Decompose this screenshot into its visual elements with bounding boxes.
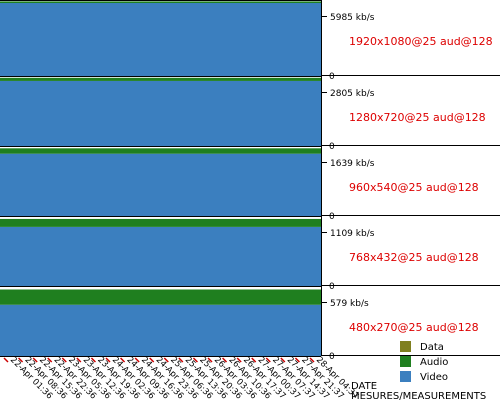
date-marker <box>32 357 38 363</box>
legend-swatch-audio <box>400 356 411 367</box>
date-marker <box>294 357 300 363</box>
panel-1-zero-label: 0 <box>329 72 335 82</box>
panel-5-zero-label: 0 <box>329 352 335 362</box>
date-marker <box>76 357 82 363</box>
date-marker <box>222 357 228 363</box>
date-marker <box>18 357 24 363</box>
panel-1-variant-label: 1920x1080@25 aud@128 <box>349 35 493 48</box>
date-marker <box>105 357 111 363</box>
date-marker <box>163 357 169 363</box>
panel-4-variant-label: 768x432@25 aud@128 <box>349 251 479 264</box>
date-marker <box>90 357 96 363</box>
date-marker <box>47 357 53 363</box>
panel-1-max-label: 5985 kb/s <box>330 13 375 23</box>
panel-4-max-label: 1109 kb/s <box>330 229 375 239</box>
panel-1-audio-band <box>0 1 321 4</box>
legend-label-video: Video <box>420 372 448 383</box>
date-marker <box>149 357 155 363</box>
date-markers <box>3 357 315 363</box>
panel-2-max-label: 2805 kb/s <box>330 89 375 99</box>
date-marker <box>236 357 242 363</box>
date-marker <box>265 357 271 363</box>
date-marker <box>3 357 9 363</box>
panel-4-audio-band <box>0 218 321 227</box>
date-marker <box>120 357 126 363</box>
legend-label-audio: Audio <box>420 357 448 368</box>
date-marker <box>178 357 184 363</box>
panel-5-max-label: 579 kb/s <box>330 299 369 309</box>
panel-5: 579 kb/s 0 480x270@25 aud@128 <box>0 286 500 362</box>
date-marker <box>192 357 198 363</box>
panel-3-variant-label: 960x540@25 aud@128 <box>349 181 479 194</box>
legend-swatch-video <box>400 371 411 382</box>
panel-1-video-band <box>0 3 321 76</box>
panel-4-video-band <box>0 226 321 286</box>
panel-2-zero-label: 0 <box>329 142 335 152</box>
panel-2-video-band <box>0 80 321 146</box>
date-marker <box>134 357 140 363</box>
x-axis-subtitle: MESURES/MEASUREMENTS <box>351 391 486 402</box>
panel-1: 5985 kb/s 0 1920x1080@25 aud@128 <box>0 0 500 82</box>
x-axis-title: DATE <box>351 381 377 392</box>
date-marker <box>207 357 213 363</box>
date-marker <box>280 357 286 363</box>
panel-3-video-band <box>0 153 321 216</box>
legend-label-data: Data <box>420 342 444 353</box>
date-marker <box>61 357 67 363</box>
panel-3-audio-band <box>0 148 321 154</box>
panel-2-audio-band <box>0 77 321 81</box>
panel-3: 1639 kb/s 0 960x540@25 aud@128 <box>0 146 500 222</box>
panel-5-audio-band <box>0 289 321 305</box>
panel-3-zero-label: 0 <box>329 212 335 222</box>
panel-5-video-band <box>0 304 321 356</box>
panel-4-zero-label: 0 <box>329 282 335 292</box>
legend-swatch-data <box>400 341 411 352</box>
panel-5-variant-label: 480x270@25 aud@128 <box>349 321 479 334</box>
panel-2-variant-label: 1280x720@25 aud@128 <box>349 111 486 124</box>
legend: Data Audio Video <box>400 341 448 383</box>
chart-panels: 5985 kb/s 0 1920x1080@25 aud@128 2805 kb/s 0… <box>0 0 500 362</box>
panel-2: 2805 kb/s 0 1280x720@25 aud@128 <box>0 76 500 152</box>
panel-3-max-label: 1639 kb/s <box>330 159 375 169</box>
panel-4: 1109 kb/s 0 768x432@25 aud@128 <box>0 216 500 292</box>
date-marker <box>251 357 257 363</box>
date-marker <box>309 357 315 363</box>
